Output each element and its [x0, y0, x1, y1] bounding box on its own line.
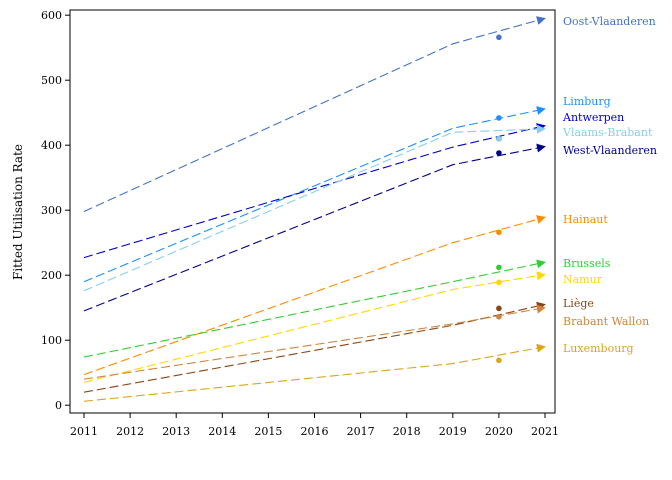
observed-point-luxembourg: [496, 357, 502, 364]
series-line-antwerpen: [83, 123, 546, 259]
observed-point-west-vlaanderen: [496, 150, 502, 156]
series-label-oost-vlaanderen: Oost-Vlaanderen: [563, 15, 656, 28]
y-tick-label-500: 500: [41, 74, 62, 87]
series-line-li-ge: [83, 301, 546, 393]
series-line-hainaut: [83, 215, 546, 376]
y-tick-label-600: 600: [41, 9, 62, 22]
observed-point-oost-vlaanderen: [496, 34, 502, 41]
series-line-limburg: [83, 106, 546, 283]
observed-point-brabant-wallon: [496, 314, 502, 320]
y-tick-label-200: 200: [41, 269, 62, 282]
x-tick-label-2012: 2012: [116, 425, 144, 438]
series-label-namur: Namur: [563, 273, 603, 286]
observed-point-brussels: [496, 264, 502, 271]
x-tick-label-2020: 2020: [485, 425, 513, 438]
x-tick-label-2019: 2019: [439, 425, 467, 438]
series-line-west-vlaanderen: [83, 143, 546, 312]
y-tick-label-400: 400: [41, 139, 62, 152]
series-line-brabant-wallon: [83, 304, 546, 380]
series-label-limburg: Limburg: [563, 95, 611, 108]
observed-point-namur: [496, 279, 502, 286]
series-line-vlaams-brabant: [83, 124, 546, 292]
x-tick-label-2018: 2018: [393, 425, 421, 438]
y-axis-title: Fitted Utilisation Rate: [11, 144, 25, 280]
series-label-brussels: Brussels: [563, 257, 611, 270]
series-label-west-vlaanderen: West-Vlaanderen: [563, 144, 657, 157]
x-tick-label-2013: 2013: [162, 425, 190, 438]
series-line-oost-vlaanderen: [83, 16, 546, 213]
x-tick-label-2017: 2017: [347, 425, 375, 438]
x-tick-label-2016: 2016: [301, 425, 329, 438]
observed-point-vlaams-brabant: [496, 135, 502, 142]
y-tick-label-0: 0: [55, 399, 62, 412]
series-line-namur: [83, 271, 546, 383]
series-label-hainaut: Hainaut: [563, 213, 608, 226]
y-tick-label-300: 300: [41, 204, 62, 217]
x-tick-label-2015: 2015: [254, 425, 282, 438]
plot-area-frame: [69, 9, 556, 414]
observed-point-hainaut: [496, 229, 502, 236]
y-tick-label-100: 100: [41, 334, 62, 347]
x-axis: 2011 2012 2013 2014 2015 2016 2017 2018 2019 2020…: [70, 413, 559, 438]
series-line-luxembourg: [83, 343, 546, 402]
observed-point-li-ge: [496, 305, 502, 312]
series-line-brussels: [83, 259, 546, 358]
x-tick-label-2021: 2021: [531, 425, 559, 438]
y-axis: 0 100 200 300 400 500 600: [41, 9, 70, 412]
series-label-li-ge: Liège: [563, 297, 594, 310]
x-tick-label-2014: 2014: [208, 425, 236, 438]
series-label-antwerpen: Antwerpen: [562, 111, 624, 124]
series-label-vlaams-brabant: Vlaams-Brabant: [562, 126, 653, 139]
series-labels: Oost-Vlaanderen Limburg Antwerpen Vlaams-Br…: [562, 15, 657, 355]
x-tick-label-2011: 2011: [70, 425, 98, 438]
series-label-luxembourg: Luxembourg: [563, 342, 634, 355]
observed-point-limburg: [496, 115, 502, 121]
series-layer: [83, 16, 546, 402]
series-label-brabant-wallon: Brabant Wallon: [563, 315, 649, 328]
